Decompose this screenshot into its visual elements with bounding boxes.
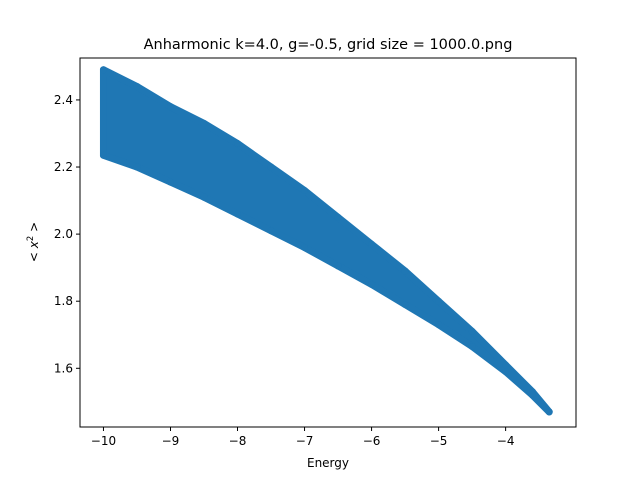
data-layer [99,66,553,416]
scatter-point [435,321,443,329]
scatter-point [133,163,141,171]
scatter-point [545,408,553,416]
x-tick-label: −8 [229,434,247,448]
scatter-point [99,151,107,159]
scatter-point [502,361,510,369]
scatter-point [234,140,242,148]
y-axis: 1.6 1.8 2.0 2.2 2.4 [54,93,80,375]
y-axis-label-end: > [27,222,41,236]
y-axis-label: < x2 > [26,222,41,262]
y-axis-label-superscript: 2 [26,236,36,241]
scatter-point [200,193,208,201]
scatter-point [468,342,476,350]
scatter-point [301,187,309,195]
y-tick-label: 2.0 [54,227,73,241]
scatter-point [133,83,141,91]
x-tick-label: −9 [162,434,180,448]
y-tick-label: 2.2 [54,160,73,174]
scatter-point [200,119,208,127]
x-tick-label: −6 [363,434,381,448]
x-tick-label: −7 [296,434,314,448]
scatter-point [368,240,376,248]
scatter-point [401,267,409,275]
scatter-point [234,210,242,218]
y-tick-label: 2.4 [54,93,73,107]
x-tick-label: −5 [430,434,448,448]
scatter-point [368,280,376,288]
plot-area [99,66,553,416]
scatter-point [334,213,342,221]
x-tick-label: −10 [91,434,116,448]
x-axis-label: Energy [307,456,349,470]
scatter-point [267,227,275,235]
y-axis-label-base: < x [27,240,41,262]
scatter-point [334,262,342,270]
plot-frame [79,57,577,428]
scatter-point [528,391,536,399]
chart-title: Anharmonic k=4.0, g=-0.5, grid size = 10… [144,37,513,53]
scatter-point [468,327,476,335]
scatter-point [435,297,443,305]
scatter-point [166,103,174,111]
y-tick-label: 1.8 [54,294,73,308]
x-axis: −10 −9 −8 −7 −6 −5 −4 [91,427,515,448]
scatter-point [401,301,409,309]
scatter-point [267,163,275,171]
scatter-point [166,178,174,186]
scatter-point [301,244,309,252]
x-tick-label: −4 [497,434,515,448]
y-tick-label: 1.6 [54,361,73,375]
scatter-point [99,66,107,74]
scatter-point-cloud [99,66,553,416]
scatter-point [502,368,510,376]
